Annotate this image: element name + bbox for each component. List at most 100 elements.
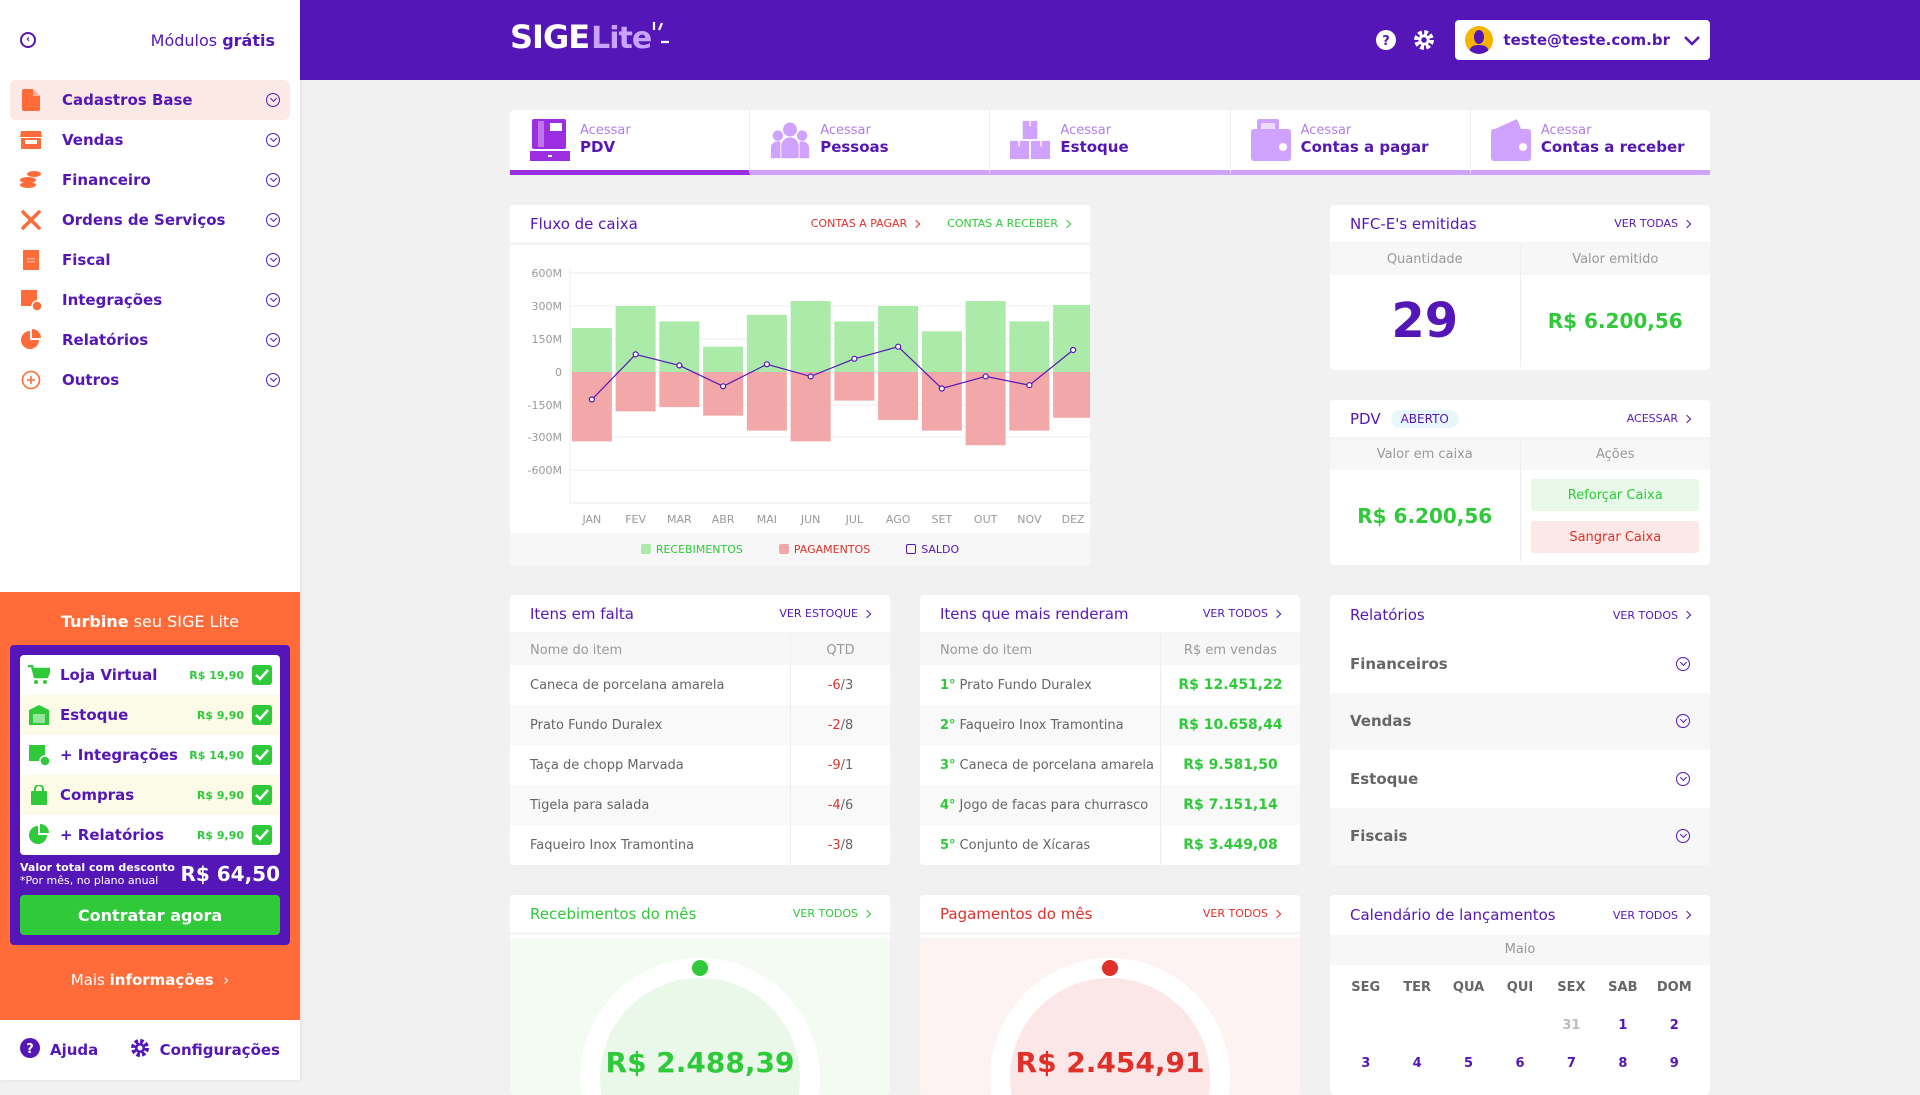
quick-access-contas-a-pagar[interactable]: Acessar Contas a pagar [1230,110,1471,175]
collapse-sidebar-icon[interactable]: ‹ [20,32,36,48]
sidebar-item-outros[interactable]: Outros [10,360,290,400]
quick-access-pessoas[interactable]: Acessar Pessoas [750,110,991,175]
quick-access-contas-a-receber[interactable]: Acessar Contas a receber [1470,110,1710,175]
promo-title: Turbine seu SIGE Lite [60,612,240,631]
calendar-day[interactable]: 8 [1618,1056,1628,1071]
calendar-day[interactable]: 2 [1669,1018,1679,1033]
sidebar-item-ordens-de-servicos[interactable]: Ordens de Serviços [10,200,290,240]
calendar-day[interactable]: 31 [1562,1018,1581,1033]
checkbox-checked[interactable] [252,665,272,685]
report-item-vendas[interactable]: Vendas [1330,692,1710,750]
reinforce-cash-button[interactable]: Reforçar Caixa [1531,479,1700,511]
calendar-day[interactable]: 7 [1566,1056,1576,1071]
calendar-month: Maio [1330,935,1710,965]
accounts-payable-link[interactable]: CONTAS A PAGAR [811,217,921,230]
svg-text:FEV: FEV [625,513,646,526]
view-all-reports-link[interactable]: VER TODOS [1613,609,1692,622]
sidebar-item-cadastros-base[interactable]: Cadastros Base [10,80,290,120]
sidebar-item-fiscal[interactable]: Fiscal [10,240,290,280]
checkbox-checked[interactable] [252,745,272,765]
svg-text:SET: SET [932,513,953,526]
quick-access-estoque[interactable]: Acessar Estoque [990,110,1231,175]
promo-total: Valor total com desconto *Por mês, no pl… [20,861,280,887]
calendar-empty [1494,1007,1545,1045]
plus-circle-icon [20,369,42,391]
user-menu-button[interactable]: teste@teste.com.br [1455,20,1710,60]
gear-icon[interactable] [1413,29,1435,51]
view-all-receipts-link[interactable]: VER TODOS [793,907,872,920]
sidebar-item-relatorios[interactable]: Relatórios [10,320,290,360]
table-row[interactable]: 1° Prato Fundo Duralex R$ 12.451,22 [920,665,1300,705]
report-item-fiscais[interactable]: Fiscais [1330,807,1710,865]
report-item-financeiros[interactable]: Financeiros [1330,635,1710,693]
sidebar-item-integracoes[interactable]: Integrações [10,280,290,320]
sidebar-item-vendas[interactable]: Vendas [10,120,290,160]
table-row[interactable]: 3° Caneca de porcelana amarela R$ 9.581,50 [920,745,1300,785]
promo-item-relatorios[interactable]: + Relatórios R$ 9,90 [20,815,280,855]
promo-item-loja-virtual[interactable]: Loja Virtual R$ 19,90 [20,655,280,695]
table-row[interactable]: Tigela para salada -4/6 [510,785,890,825]
calendar-day[interactable]: 9 [1669,1056,1679,1071]
puzzle-icon [28,744,50,766]
calendar-day[interactable]: 1 [1618,1018,1628,1033]
table-row[interactable]: 5° Conjunto de Xícaras R$ 3.449,08 [920,825,1300,865]
store-icon [20,129,42,151]
svg-text:-150M: -150M [528,399,562,412]
checkbox-checked[interactable] [252,825,272,845]
svg-text:-300M: -300M [528,431,562,444]
promo-item-estoque[interactable]: Estoque R$ 9,90 [20,695,280,735]
quick-access-pdv[interactable]: Acessar PDV [510,110,751,175]
table-row[interactable]: Prato Fundo Duralex -2/8 [510,705,890,745]
contract-now-button[interactable]: Contratar agora [20,895,280,935]
card-title: Itens em falta [530,604,634,623]
weekday-label: SAB [1608,980,1638,995]
sige-lite-logo[interactable]: SIGE Lite [510,18,671,56]
chevron-down-icon [1676,829,1690,844]
calendar-day[interactable]: 3 [1361,1056,1371,1071]
legend-payments[interactable]: PAGAMENTOS [778,543,870,556]
card-title: Itens que mais renderam [940,604,1129,623]
legend-balance[interactable]: SALDO [906,543,959,556]
weekday-label: SEX [1557,980,1586,995]
accounts-receivable-link[interactable]: CONTAS A RECEBER [947,217,1072,230]
pie-chart-icon [20,329,42,351]
svg-text:JUN: JUN [800,513,821,526]
view-stock-link[interactable]: VER ESTOQUE [779,607,872,620]
calendar-day[interactable]: 6 [1515,1056,1525,1071]
report-item-estoque[interactable]: Estoque [1330,750,1710,808]
puzzle-icon [20,289,42,311]
promo-item-compras[interactable]: Compras R$ 9,90 [20,775,280,815]
help-icon[interactable]: ? [1375,29,1397,51]
cashflow-chart: 600M 300M 150M 0 -150M -300M -600M JAN FEV MAR ABR… [528,267,1090,526]
settings-link[interactable]: Configurações [130,1038,280,1062]
table-row[interactable]: Faqueiro Inox Tramontina -3/8 [510,825,890,865]
top-header: SIGE Lite ? teste@teste.com.br [300,0,1920,80]
open-pdv-link[interactable]: ACESSAR [1627,412,1692,425]
coins-icon [20,169,42,191]
checkbox-checked[interactable] [252,705,272,725]
calendar-day[interactable]: 5 [1464,1056,1474,1071]
legend-receipts[interactable]: RECEBIMENTOS [640,543,743,556]
view-all-payments-link[interactable]: VER TODOS [1203,907,1282,920]
view-all-nfce-link[interactable]: VER TODAS [1614,217,1692,230]
receipts-value: R$ 2.488,39 [605,1046,795,1079]
help-link[interactable]: ? Ajuda [20,1038,98,1062]
table-row[interactable]: Caneca de porcelana amarela -6/3 [510,665,890,705]
view-all-top-items-link[interactable]: VER TODOS [1203,607,1282,620]
table-row[interactable]: Taça de chopp Marvada -9/1 [510,745,890,785]
table-row[interactable]: 2° Faqueiro Inox Tramontina R$ 10.658,44 [920,705,1300,745]
card-title: PDV [1350,409,1381,428]
checkbox-checked[interactable] [252,785,272,805]
table-row[interactable]: 4° Jogo de facas para churrasco R$ 7.151,1… [920,785,1300,825]
promo-item-integracoes[interactable]: + Integrações R$ 14,90 [20,735,280,775]
withdraw-cash-button[interactable]: Sangrar Caixa [1531,521,1700,553]
sidebar-item-financeiro[interactable]: Financeiro [10,160,290,200]
month-receipts-card: Recebimentos do mês VER TODOS R$ 2.488,3… [510,895,890,1095]
more-info-link[interactable]: Mais informações › [70,971,230,989]
sidebar-title: Módulos grátis [150,30,275,50]
calendar-day[interactable]: 4 [1412,1056,1422,1071]
view-all-calendar-link[interactable]: VER TODOS [1613,909,1692,922]
shopping-bag-icon [28,784,50,806]
calendar-empty [1340,1007,1391,1045]
sidebar-nav: Cadastros Base Vendas Financeiro Ordens … [0,80,300,400]
